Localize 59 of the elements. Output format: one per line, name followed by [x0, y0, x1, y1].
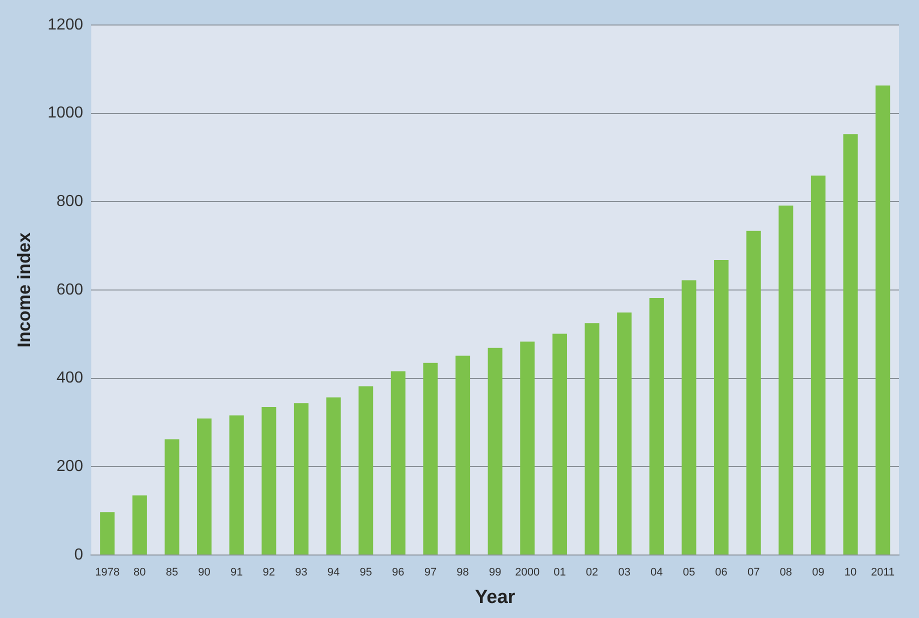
bar — [488, 348, 502, 554]
x-tick-label: 85 — [166, 566, 178, 579]
x-tick-label: 06 — [715, 566, 728, 579]
x-tick-label: 93 — [295, 566, 308, 579]
bar — [649, 298, 664, 554]
x-tick-label: 09 — [812, 566, 824, 579]
bar — [810, 176, 826, 554]
bar — [584, 323, 600, 554]
bar — [358, 386, 374, 554]
bar — [423, 362, 438, 554]
y-tick-label: 400 — [56, 370, 84, 387]
bar — [229, 415, 244, 554]
x-tick-label: 08 — [780, 566, 792, 579]
y-tick-label: 600 — [56, 281, 84, 298]
bar — [520, 342, 535, 554]
x-tick-label: 98 — [456, 566, 469, 579]
y-tick-label: 1000 — [48, 104, 84, 122]
y-tick-label: 800 — [56, 193, 84, 210]
bar — [390, 371, 406, 554]
x-tick-label: 90 — [198, 566, 210, 579]
x-tick-label: 02 — [586, 566, 598, 579]
bar — [100, 512, 115, 554]
bar — [294, 403, 308, 554]
x-tick-label: 91 — [230, 566, 243, 579]
bar — [456, 356, 470, 554]
bar — [326, 397, 341, 554]
bar — [262, 407, 276, 554]
x-tick-label: 96 — [392, 566, 404, 579]
bar — [876, 86, 890, 554]
bar — [778, 206, 794, 554]
x-tick-label: 2011 — [871, 566, 895, 579]
x-axis-title: Year — [475, 586, 516, 608]
x-tick-label: 94 — [327, 566, 340, 579]
x-tick-label: 97 — [424, 566, 437, 579]
x-tick-label: 01 — [554, 566, 566, 579]
bar — [746, 230, 761, 554]
bar — [132, 495, 147, 554]
bar — [197, 418, 212, 554]
x-tick-label: 95 — [360, 566, 372, 579]
x-tick-label: 2000 — [515, 566, 540, 579]
bar — [552, 334, 567, 554]
x-tick-label: 92 — [262, 566, 276, 579]
bar — [617, 312, 632, 554]
y-tick-label: 1200 — [48, 16, 84, 34]
y-tick-label: 0 — [74, 546, 84, 564]
bar — [682, 280, 696, 554]
x-tick-label: 05 — [682, 566, 696, 579]
bar — [843, 134, 858, 554]
x-tick-label: 80 — [134, 566, 146, 579]
y-tick-label: 200 — [56, 458, 84, 476]
x-tick-label: 07 — [747, 566, 760, 579]
x-tick-label: 03 — [618, 566, 630, 579]
bar — [164, 439, 180, 554]
x-tick-label: 04 — [650, 566, 663, 579]
x-tick-label: 1978 — [95, 566, 120, 579]
y-axis-title: Income index — [14, 232, 34, 348]
bar — [714, 260, 729, 554]
x-tick-label: 99 — [488, 566, 502, 579]
x-tick-label: 10 — [844, 566, 857, 579]
